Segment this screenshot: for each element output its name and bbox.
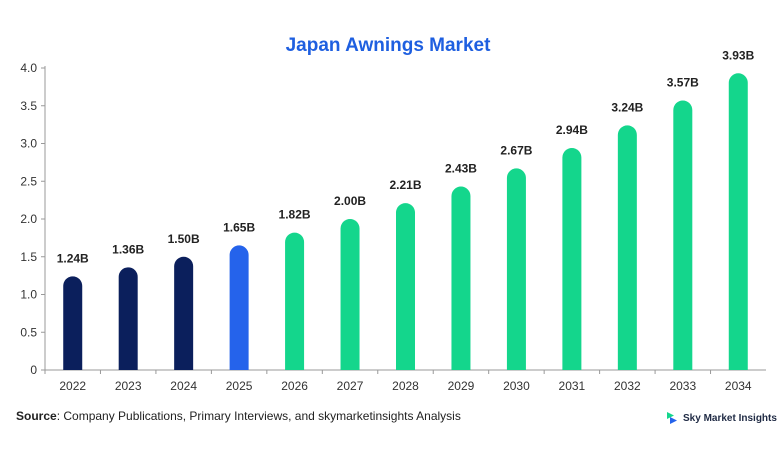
y-tick-label: 4.0 — [20, 61, 37, 75]
chart-title: Japan Awnings Market — [286, 35, 492, 56]
value-label-2028: 2.21B — [389, 178, 421, 192]
x-tick-label: 2023 — [115, 379, 142, 393]
y-tick-label: 2.5 — [20, 174, 37, 188]
brand-name: Sky Market Insights — [683, 412, 777, 424]
bar-2026 — [285, 232, 305, 370]
y-tick-label: 3.0 — [20, 137, 37, 151]
source-text: : Company Publications, Primary Intervie… — [56, 409, 461, 423]
bar-2022 — [63, 276, 83, 370]
bar-2024 — [174, 256, 194, 370]
x-tick-label: 2032 — [614, 379, 641, 393]
bar-2029 — [451, 186, 471, 370]
x-tick-label: 2034 — [725, 379, 752, 393]
source-label: Source — [16, 409, 57, 423]
y-tick-label: 0 — [30, 363, 37, 377]
bar-2032 — [617, 125, 637, 370]
value-label-2033: 3.57B — [667, 75, 699, 89]
value-label-2027: 2.00B — [334, 194, 366, 208]
x-tick-label: 2031 — [559, 379, 586, 393]
bar-2023 — [118, 267, 138, 370]
x-tick-label: 2028 — [392, 379, 419, 393]
x-axis: 2022 2023 2024 2025 2026 2027 2028 2029 2030 2031… — [44, 369, 766, 393]
x-tick-label: 2030 — [503, 379, 530, 393]
value-labels-group: 1.24B 1.36B 1.50B 1.65B 1.82B 2.00B 2.21B 2.43B… — [57, 48, 755, 265]
y-tick-label: 1.0 — [20, 288, 37, 302]
x-tick-label: 2033 — [669, 379, 696, 393]
bar-2031 — [562, 148, 582, 370]
value-label-2024: 1.50B — [168, 232, 200, 246]
bar-2033 — [673, 100, 693, 370]
value-label-2034: 3.93B — [722, 48, 754, 62]
value-label-2023: 1.36B — [112, 242, 144, 256]
x-tick-label: 2027 — [337, 379, 364, 393]
y-tick-label: 1.5 — [20, 250, 37, 264]
x-tick-label: 2025 — [226, 379, 253, 393]
value-label-2030: 2.67B — [500, 143, 532, 157]
value-label-2032: 3.24B — [611, 100, 643, 114]
value-label-2029: 2.43B — [445, 162, 477, 176]
value-label-2022: 1.24B — [57, 251, 89, 265]
y-tick-label: 0.5 — [20, 325, 37, 339]
bars-group — [63, 73, 748, 370]
y-axis: 0 0.5 1.0 1.5 2.0 2.5 3.0 3.5 4.0 — [20, 61, 46, 377]
source-footnote: Source: Company Publications, Primary In… — [16, 409, 461, 423]
y-tick-label: 2.0 — [20, 212, 37, 226]
value-label-2025: 1.65B — [223, 220, 255, 234]
bar-2030 — [506, 168, 526, 370]
x-tick-label: 2022 — [59, 379, 86, 393]
bar-2034 — [728, 73, 748, 370]
value-label-2031: 2.94B — [556, 123, 588, 137]
y-tick-label: 3.5 — [20, 99, 37, 113]
sky-market-insights-logo-icon — [667, 412, 677, 424]
value-label-2026: 1.82B — [279, 208, 311, 222]
x-tick-label: 2026 — [281, 379, 308, 393]
brand-logo: Sky Market Insights — [665, 411, 777, 425]
x-tick-label: 2024 — [170, 379, 197, 393]
bar-2028 — [396, 203, 415, 370]
bar-2025 — [229, 245, 249, 370]
x-tick-label: 2029 — [448, 379, 475, 393]
bar-2027 — [340, 219, 360, 370]
